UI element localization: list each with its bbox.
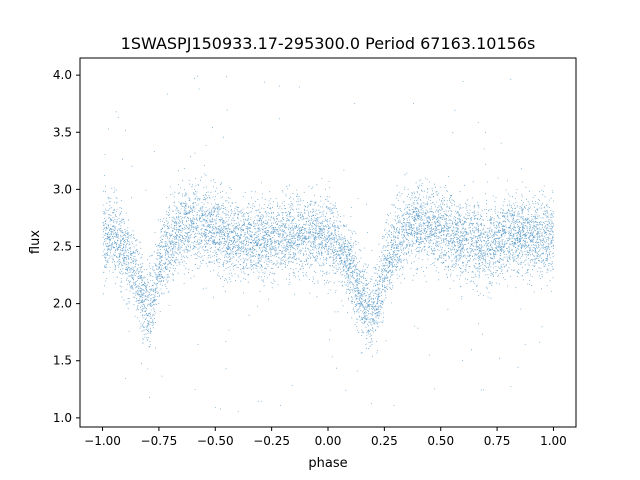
y-tick-label: 1.5: [53, 354, 72, 368]
y-tick-label: 3.5: [53, 125, 72, 139]
y-axis-ticks: 1.0 1.5 2.0 2.5 3.0 3.5 4.0: [53, 68, 80, 425]
x-tick-label: 0.25: [371, 434, 398, 448]
chart-title: 1SWASPJ150933.17-295300.0 Period 67163.1…: [121, 34, 536, 53]
x-tick-label: 1.00: [540, 434, 567, 448]
x-tick-label: −0.75: [141, 434, 178, 448]
x-tick-label: 0.00: [315, 434, 342, 448]
y-tick-label: 1.0: [53, 411, 72, 425]
x-tick-label: −1.00: [84, 434, 121, 448]
x-tick-label: −0.50: [197, 434, 234, 448]
y-tick-label: 3.0: [53, 182, 72, 196]
y-axis-label: flux: [28, 230, 43, 254]
x-tick-label: 0.75: [484, 434, 511, 448]
x-tick-label: −0.25: [253, 434, 290, 448]
x-axis-ticks: −1.00 −0.75 −0.50 −0.25 0.00 0.25 0.50 0.75 1.00: [84, 427, 567, 448]
y-tick-label: 2.0: [53, 297, 72, 311]
y-tick-label: 2.5: [53, 239, 72, 253]
x-tick-label: 0.50: [427, 434, 454, 448]
x-axis-label: phase: [308, 456, 347, 471]
y-tick-label: 4.0: [53, 68, 72, 82]
